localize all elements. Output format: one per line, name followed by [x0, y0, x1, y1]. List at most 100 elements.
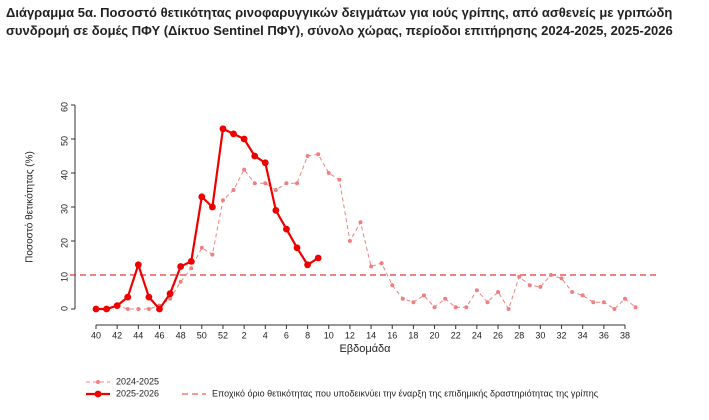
point — [252, 181, 257, 186]
legend-point — [94, 390, 102, 398]
x-tick-label: 14 — [366, 330, 376, 340]
x-tick-label: 16 — [387, 330, 397, 340]
point — [293, 244, 301, 252]
legend-point — [96, 380, 100, 384]
x-tick-label: 36 — [599, 330, 609, 340]
y-tick-label: 30 — [59, 204, 69, 214]
point — [125, 307, 130, 311]
x-tick-label: 12 — [345, 330, 355, 340]
point — [379, 261, 384, 266]
point — [103, 305, 110, 313]
y-axis-label: Ποσοστό θετικότητας (%) — [24, 151, 36, 263]
chart-title: Διάγραμμα 5α. Ποσοστό θετικότητας ρινοφα… — [6, 5, 673, 38]
point — [263, 181, 268, 186]
point — [411, 300, 416, 305]
point — [208, 203, 216, 211]
legend-threshold-label: Εποχικό όριο θετικότητας που υποδεικνύει… — [212, 388, 599, 398]
point — [166, 290, 174, 298]
x-tick-label: 50 — [197, 330, 207, 340]
point — [580, 293, 585, 298]
point — [272, 207, 280, 214]
point — [633, 305, 638, 310]
x-tick-label: 8 — [305, 330, 310, 340]
point — [369, 264, 374, 269]
legend-label: 2025-2026 — [116, 388, 159, 398]
legend-label: 2024-2025 — [116, 376, 159, 386]
point — [219, 125, 227, 133]
point — [506, 307, 511, 311]
point — [178, 279, 183, 284]
point — [347, 239, 352, 243]
point — [124, 293, 132, 301]
point — [400, 296, 405, 301]
point — [464, 305, 469, 310]
point — [146, 307, 151, 311]
x-tick-label: 28 — [514, 330, 524, 340]
x-tick-label: 32 — [557, 330, 567, 340]
x-tick-label: 42 — [112, 330, 122, 340]
point — [453, 305, 458, 310]
point — [199, 245, 204, 250]
point — [168, 296, 173, 301]
point — [570, 290, 575, 294]
point — [432, 305, 437, 310]
point — [198, 193, 206, 201]
point — [177, 263, 185, 270]
x-tick-label: 22 — [451, 330, 461, 340]
point — [187, 258, 195, 265]
point — [548, 273, 553, 277]
x-tick-label: 46 — [154, 330, 164, 340]
x-tick-label: 30 — [535, 330, 545, 340]
y-tick-label: 60 — [59, 102, 69, 112]
point — [527, 283, 532, 288]
point — [612, 307, 617, 311]
x-tick-label: 6 — [284, 330, 289, 340]
point — [421, 293, 426, 298]
point — [358, 220, 363, 225]
x-tick-label: 20 — [430, 330, 440, 340]
point — [326, 171, 331, 175]
point — [284, 181, 289, 186]
x-tick-label: 44 — [133, 330, 143, 340]
point — [496, 290, 501, 294]
point — [623, 296, 627, 301]
point — [283, 225, 290, 233]
x-tick-label: 48 — [176, 330, 186, 340]
point — [517, 274, 522, 279]
x-tick-label: 24 — [472, 330, 482, 340]
point — [273, 188, 278, 192]
x-tick-label: 52 — [218, 330, 228, 340]
point — [210, 252, 215, 257]
point — [261, 159, 269, 167]
x-tick-label: 4 — [263, 330, 268, 340]
x-tick-label: 26 — [493, 330, 503, 340]
point — [443, 296, 448, 301]
x-tick-label: 18 — [408, 330, 418, 340]
point — [305, 154, 310, 158]
point — [145, 293, 153, 301]
y-tick-label: 0 — [59, 306, 69, 311]
point — [538, 284, 543, 289]
point — [189, 266, 194, 271]
point — [314, 254, 322, 262]
y-tick-label: 40 — [59, 170, 69, 180]
series-line — [96, 153, 636, 311]
point — [230, 130, 237, 138]
point — [601, 300, 606, 305]
point — [295, 181, 300, 186]
x-tick-label: 34 — [578, 330, 588, 340]
point — [156, 305, 163, 313]
point — [559, 276, 564, 281]
x-tick-label: 2 — [242, 330, 247, 340]
series-line — [96, 127, 319, 311]
point — [591, 300, 596, 305]
x-axis-label: Εβδομάδα — [339, 343, 391, 355]
point — [474, 288, 479, 293]
y-tick-label: 50 — [59, 136, 69, 146]
point — [231, 188, 236, 192]
point — [92, 305, 100, 313]
y-tick-label: 20 — [59, 238, 69, 248]
point — [240, 135, 248, 143]
point — [390, 283, 395, 288]
